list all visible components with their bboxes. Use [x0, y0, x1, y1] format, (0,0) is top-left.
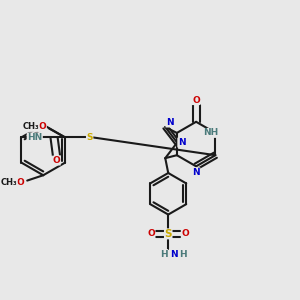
Text: N: N	[178, 138, 185, 147]
Text: H: H	[160, 250, 168, 259]
Text: O: O	[17, 178, 25, 187]
Text: O: O	[192, 96, 200, 105]
Text: N: N	[166, 118, 173, 127]
Text: O: O	[39, 122, 46, 131]
Text: H: H	[179, 250, 187, 259]
Text: O: O	[182, 230, 189, 238]
Text: N: N	[170, 250, 178, 259]
Text: NH: NH	[203, 128, 219, 137]
Text: N: N	[192, 168, 200, 177]
Text: CH₃: CH₃	[1, 178, 17, 187]
Text: S: S	[86, 133, 93, 142]
Text: CH₃: CH₃	[22, 122, 39, 131]
Text: O: O	[147, 230, 155, 238]
Text: HN: HN	[27, 133, 42, 142]
Text: S: S	[164, 229, 172, 239]
Text: O: O	[52, 156, 60, 165]
